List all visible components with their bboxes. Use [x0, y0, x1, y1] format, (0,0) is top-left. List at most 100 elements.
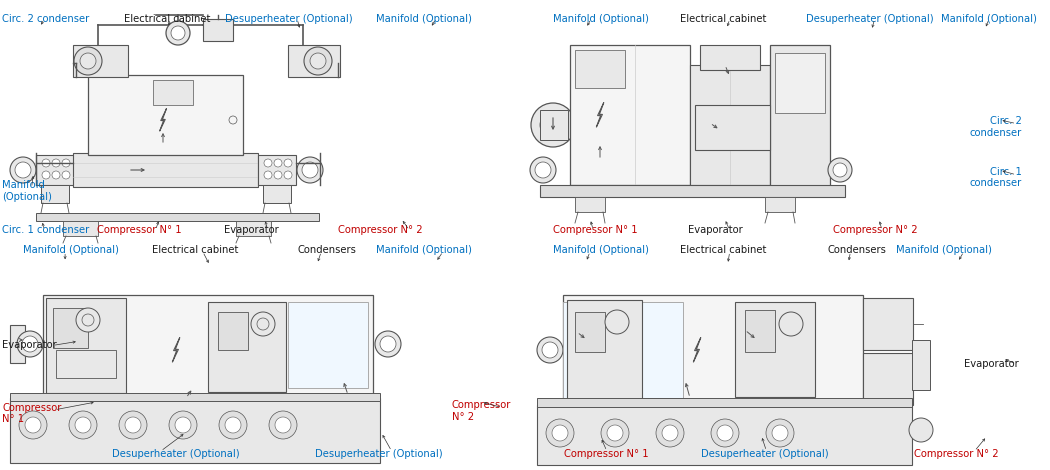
Bar: [288, 302, 368, 388]
Text: Compressor N° 2: Compressor N° 2: [914, 449, 999, 459]
Circle shape: [175, 417, 191, 433]
Bar: [537, 405, 912, 465]
Circle shape: [62, 159, 70, 167]
Circle shape: [284, 159, 292, 167]
Circle shape: [166, 21, 190, 45]
Bar: [36, 155, 74, 185]
Text: Compressor N° 1: Compressor N° 1: [564, 449, 649, 459]
Circle shape: [540, 112, 566, 138]
Circle shape: [76, 308, 100, 332]
Circle shape: [15, 162, 32, 178]
Bar: [775, 53, 825, 113]
Bar: [236, 221, 271, 236]
Circle shape: [779, 312, 803, 336]
Bar: [537, 398, 912, 407]
Bar: [10, 325, 25, 363]
Circle shape: [74, 47, 102, 75]
Circle shape: [530, 157, 556, 183]
Circle shape: [257, 318, 269, 330]
Circle shape: [662, 425, 678, 441]
Circle shape: [62, 171, 70, 179]
Circle shape: [833, 163, 847, 177]
Text: Compressor N° 2: Compressor N° 2: [833, 225, 918, 235]
Text: Circ. 1
condenser: Circ. 1 condenser: [969, 167, 1022, 188]
Circle shape: [717, 425, 733, 441]
Text: Circ. 1 condenser: Circ. 1 condenser: [2, 225, 89, 235]
Circle shape: [269, 411, 297, 439]
Circle shape: [19, 411, 47, 439]
Circle shape: [25, 417, 41, 433]
Bar: [570, 45, 690, 185]
Circle shape: [601, 419, 629, 447]
Text: Electrical cabinet: Electrical cabinet: [680, 245, 766, 255]
Text: Desuperheater (Optional): Desuperheater (Optional): [112, 449, 240, 459]
Bar: [203, 19, 233, 41]
Text: Manifold
(Optional): Manifold (Optional): [2, 180, 52, 202]
Text: Compressor
N° 1: Compressor N° 1: [2, 403, 62, 424]
Text: Manifold (Optional): Manifold (Optional): [23, 245, 119, 255]
Circle shape: [69, 411, 97, 439]
Bar: [765, 197, 795, 212]
Bar: [540, 185, 845, 197]
Text: Manifold (Optional): Manifold (Optional): [941, 14, 1036, 24]
Circle shape: [119, 411, 147, 439]
Circle shape: [219, 411, 247, 439]
Text: Desuperheater (Optional): Desuperheater (Optional): [806, 14, 934, 24]
Circle shape: [380, 336, 396, 352]
Bar: [695, 105, 770, 150]
Text: Compressor N° 1: Compressor N° 1: [553, 225, 638, 235]
Bar: [74, 45, 128, 77]
Bar: [770, 45, 830, 190]
Bar: [88, 75, 243, 155]
Text: Electrical cabinet: Electrical cabinet: [124, 14, 210, 24]
Circle shape: [605, 310, 629, 334]
Circle shape: [10, 157, 36, 183]
Circle shape: [537, 337, 563, 363]
Text: Condensers: Condensers: [827, 245, 886, 255]
Circle shape: [82, 314, 94, 326]
Bar: [746, 310, 775, 352]
Circle shape: [375, 331, 401, 357]
Circle shape: [909, 418, 933, 442]
Circle shape: [169, 411, 197, 439]
Bar: [563, 295, 863, 405]
Text: Desuperheater (Optional): Desuperheater (Optional): [225, 14, 353, 24]
Bar: [56, 350, 116, 378]
Bar: [540, 110, 568, 140]
Bar: [218, 312, 248, 350]
Bar: [563, 302, 682, 398]
Bar: [567, 300, 642, 400]
Text: Desuperheater (Optional): Desuperheater (Optional): [315, 449, 443, 459]
Circle shape: [264, 171, 272, 179]
Circle shape: [607, 425, 623, 441]
Circle shape: [546, 419, 574, 447]
Bar: [52, 308, 88, 348]
Bar: [63, 221, 98, 236]
Circle shape: [828, 158, 852, 182]
Circle shape: [310, 53, 326, 69]
Bar: [700, 45, 760, 70]
Circle shape: [42, 171, 50, 179]
Bar: [10, 398, 380, 463]
Bar: [10, 393, 380, 401]
Circle shape: [766, 419, 794, 447]
Bar: [575, 312, 605, 352]
Circle shape: [22, 336, 38, 352]
Circle shape: [656, 419, 684, 447]
Text: Evaporator: Evaporator: [964, 359, 1018, 369]
Circle shape: [274, 159, 282, 167]
Bar: [575, 50, 625, 88]
Circle shape: [531, 103, 575, 147]
Circle shape: [171, 26, 185, 40]
Bar: [36, 213, 319, 221]
Text: Manifold (Optional): Manifold (Optional): [376, 14, 471, 24]
Circle shape: [275, 417, 291, 433]
Text: Manifold (Optional): Manifold (Optional): [553, 14, 649, 24]
Circle shape: [125, 417, 141, 433]
Text: Compressor N° 2: Compressor N° 2: [338, 225, 423, 235]
Circle shape: [711, 419, 739, 447]
Circle shape: [17, 331, 43, 357]
Bar: [912, 340, 930, 390]
Text: Compressor
N° 2: Compressor N° 2: [452, 400, 511, 422]
Circle shape: [302, 162, 318, 178]
